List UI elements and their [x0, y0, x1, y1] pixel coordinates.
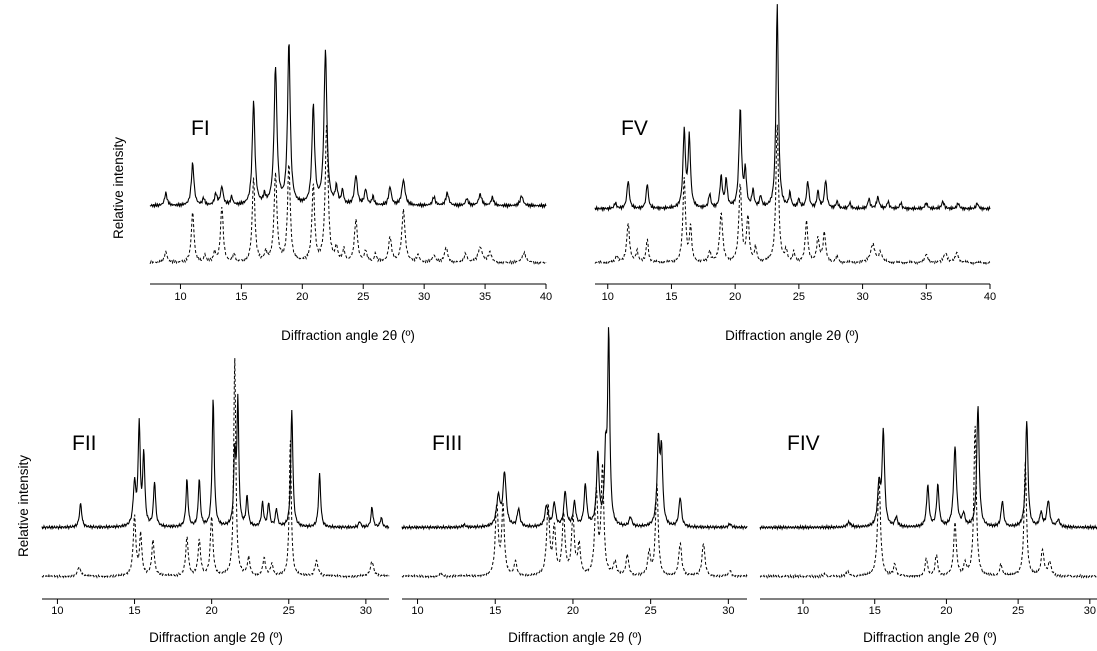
x-axis-title-fi: Diffraction angle 2θ (º) — [281, 328, 415, 343]
series-dashed-fv — [594, 124, 991, 266]
x-tick-label-fv-10: 10 — [602, 291, 614, 303]
x-tick-label-fiii-15: 15 — [489, 605, 501, 617]
series-dashed-fiii — [401, 463, 748, 579]
x-tick-label-fv-25: 25 — [793, 291, 805, 303]
x-tick-label-fii-25: 25 — [283, 605, 295, 617]
x-tick-label-fiii-25: 25 — [645, 605, 657, 617]
x-tick-label-fiii-20: 20 — [567, 605, 579, 617]
panel-fi: 10 15 20 25 30 35 40 Diffraction angle 2θ (º) FI — [149, 44, 552, 343]
x-tick-label-fiv-25: 25 — [1012, 605, 1024, 617]
panel-fii: 10 15 20 25 30 Diffraction angle 2θ (º) FII — [41, 358, 390, 645]
x-tick-label-fiv-10: 10 — [797, 605, 809, 617]
x-tick-label-fiv-30: 30 — [1084, 605, 1096, 617]
x-axis-title-fiii: Diffraction angle 2θ (º) — [508, 630, 642, 645]
series-solid-fi — [149, 44, 547, 210]
x-tick-label-fi-15: 15 — [235, 291, 247, 303]
y-axis-label-top: Relative intensity — [111, 137, 126, 239]
x-axis-title-fv: Diffraction angle 2θ (º) — [725, 328, 859, 343]
panel-label-fii: FII — [72, 432, 97, 455]
series-dashed-fi — [149, 125, 547, 265]
y-axis-label-bottom: Relative intensity — [16, 455, 31, 557]
x-tick-label-fi-25: 25 — [357, 291, 369, 303]
x-tick-label-fv-15: 15 — [665, 291, 677, 303]
x-tick-label-fii-30: 30 — [360, 605, 372, 617]
panel-label-fi: FI — [191, 117, 210, 140]
x-tick-label-fiv-20: 20 — [940, 605, 952, 617]
x-tick-label-fi-35: 35 — [479, 291, 491, 303]
x-tick-label-fi-30: 30 — [418, 291, 430, 303]
x-tick-label-fiii-10: 10 — [411, 605, 423, 617]
panel-fiii: 10 15 20 25 30 Diffraction angle 2θ (º) FIII — [401, 327, 748, 645]
panel-label-fv: FV — [621, 117, 648, 140]
series-solid-fv — [594, 4, 991, 213]
series-solid-fiv — [759, 406, 1097, 531]
x-tick-label-fv-35: 35 — [920, 291, 932, 303]
x-tick-label-fi-10: 10 — [174, 291, 186, 303]
x-tick-label-fii-10: 10 — [51, 605, 63, 617]
x-tick-label-fi-40: 40 — [540, 291, 552, 303]
series-dashed-fii — [41, 358, 390, 579]
x-tick-label-fiii-30: 30 — [722, 605, 734, 617]
x-tick-label-fii-15: 15 — [128, 605, 140, 617]
x-tick-label-fi-20: 20 — [296, 291, 308, 303]
x-tick-label-fv-40: 40 — [984, 291, 996, 303]
x-tick-label-fii-20: 20 — [206, 605, 218, 617]
x-tick-label-fiv-15: 15 — [869, 605, 881, 617]
series-solid-fii — [41, 393, 390, 531]
panel-fiv: 10 15 20 25 30 Diffraction angle 2θ (º) FIV — [759, 406, 1097, 645]
panel-label-fiii: FIII — [432, 432, 462, 455]
x-tick-label-fv-30: 30 — [856, 291, 868, 303]
series-solid-fiii — [401, 327, 748, 531]
x-axis-title-fiv: Diffraction angle 2θ (º) — [863, 630, 997, 645]
panels: 10 15 20 25 30 35 40 Diffraction angle 2θ (º) FI… — [41, 4, 1097, 645]
panel-fv: 10 15 20 25 30 35 40 Diffraction angle 2θ (º) FV — [594, 4, 996, 343]
x-axis-title-fii: Diffraction angle 2θ (º) — [149, 630, 283, 645]
panel-label-fiv: FIV — [787, 432, 820, 455]
x-tick-label-fv-20: 20 — [729, 291, 741, 303]
